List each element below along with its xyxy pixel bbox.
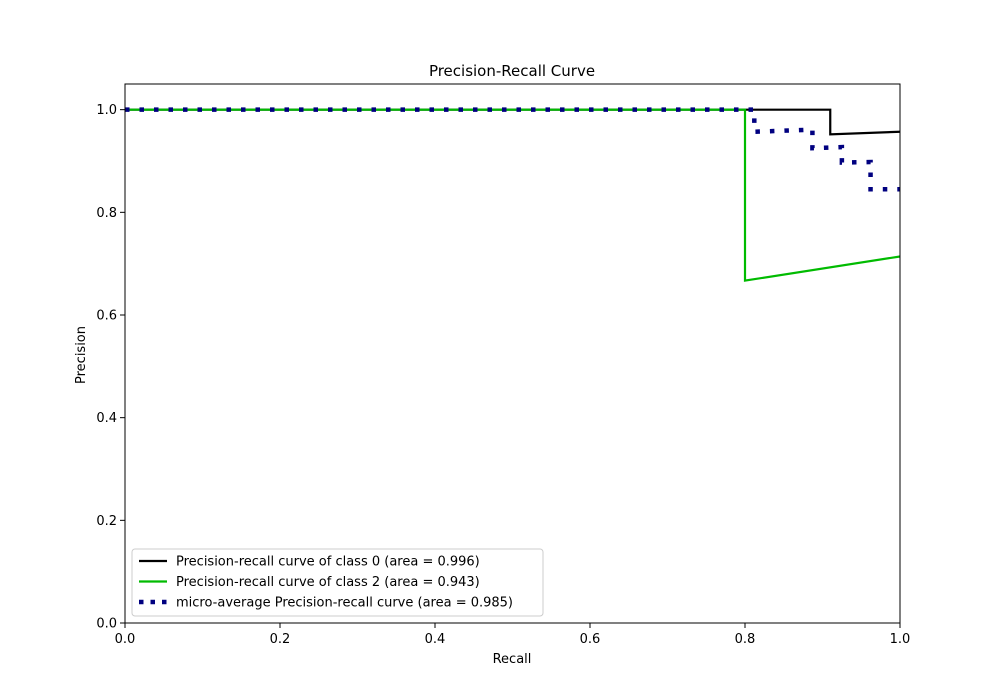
x-tick-label: 0.0 bbox=[115, 632, 136, 647]
legend-label-0: Precision-recall curve of class 0 (area … bbox=[176, 555, 480, 570]
y-tick-label: 0.0 bbox=[96, 617, 117, 632]
y-tick-label: 1.0 bbox=[96, 103, 117, 118]
series-line-0 bbox=[125, 108, 900, 136]
series-line-2 bbox=[125, 107, 900, 192]
x-tick-label: 0.8 bbox=[735, 632, 756, 647]
x-axis-label: Recall bbox=[493, 652, 532, 667]
series-line-1 bbox=[125, 108, 900, 282]
x-tick-label: 0.6 bbox=[580, 632, 601, 647]
y-tick-label: 0.6 bbox=[96, 309, 117, 324]
chart-title: Precision-Recall Curve bbox=[429, 62, 595, 80]
y-tick-label: 0.2 bbox=[96, 514, 117, 529]
y-axis-label: Precision bbox=[74, 326, 89, 384]
plot-area: 0.0 0.2 0.4 0.6 0.8 1.0 0.0 0.2 0.4 0.6 0.8 1.0 bbox=[96, 83, 911, 647]
legend-label-2: micro-average Precision-recall curve (ar… bbox=[176, 596, 513, 611]
x-tick-label: 0.4 bbox=[425, 632, 446, 647]
y-tick-label: 0.8 bbox=[96, 206, 117, 221]
legend-box bbox=[131, 548, 544, 617]
legend-label-1: Precision-recall curve of class 2 (area … bbox=[176, 575, 480, 590]
y-tick-label: 0.4 bbox=[96, 411, 117, 426]
axes-frame bbox=[124, 83, 901, 624]
legend: Precision-recall curve of class 0 (area … bbox=[131, 548, 544, 617]
x-tick-label: 1.0 bbox=[890, 632, 911, 647]
x-tick-label: 0.2 bbox=[270, 632, 291, 647]
